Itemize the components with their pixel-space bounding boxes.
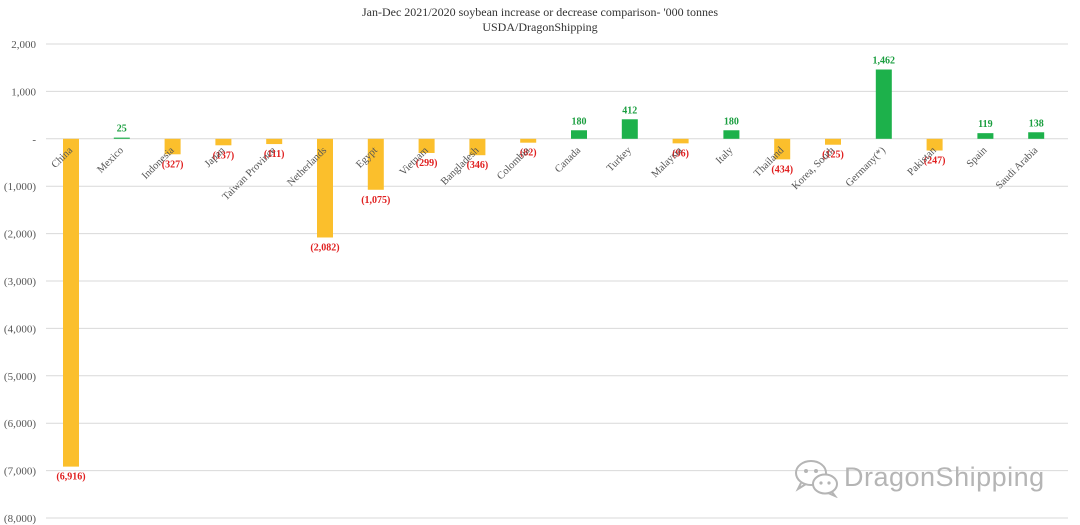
chart-subtitle: USDA/DragonShipping bbox=[482, 20, 598, 34]
data-label: (1,075) bbox=[361, 195, 390, 206]
bar bbox=[164, 138, 181, 155]
bar bbox=[418, 138, 435, 153]
data-label: 25 bbox=[117, 124, 127, 135]
bar bbox=[875, 69, 892, 139]
bar bbox=[63, 138, 79, 467]
category-label: Saudi Arabia bbox=[994, 145, 1041, 192]
data-label: (327) bbox=[162, 159, 184, 170]
bar bbox=[1028, 132, 1045, 139]
y-tick-label: 1,000 bbox=[11, 86, 36, 98]
watermark-text: DragonShipping bbox=[844, 462, 1045, 492]
bar bbox=[520, 138, 537, 143]
category-label: Canada bbox=[553, 145, 583, 175]
bar bbox=[266, 138, 283, 145]
data-label: 180 bbox=[724, 116, 739, 127]
data-label: 180 bbox=[572, 116, 587, 127]
data-label: (82) bbox=[520, 148, 537, 159]
category-label: Spain bbox=[965, 145, 990, 170]
bar bbox=[977, 133, 994, 139]
bar bbox=[621, 119, 638, 139]
bar bbox=[469, 138, 486, 156]
data-label: (111) bbox=[264, 149, 285, 160]
category-label: Germany(*) bbox=[844, 145, 888, 189]
y-tick-label: (8,000) bbox=[4, 513, 36, 525]
category-label: Malaysia bbox=[650, 145, 685, 180]
y-tick-label: (3,000) bbox=[4, 276, 36, 288]
bar bbox=[672, 138, 689, 144]
category-label: Mexico bbox=[95, 145, 125, 175]
category-label: Colombia bbox=[495, 145, 532, 182]
bar bbox=[774, 138, 791, 160]
y-tick-label: (4,000) bbox=[4, 323, 36, 335]
bar bbox=[571, 130, 587, 139]
bar bbox=[367, 138, 384, 190]
bar bbox=[317, 138, 333, 238]
y-tick-label: 2,000 bbox=[11, 39, 36, 51]
data-label: (125) bbox=[822, 150, 844, 161]
y-tick-label: (2,000) bbox=[4, 229, 36, 241]
data-label: (96) bbox=[672, 148, 689, 159]
bar bbox=[113, 137, 130, 139]
data-label: (137) bbox=[213, 150, 235, 161]
y-tick-label: (7,000) bbox=[4, 466, 36, 478]
category-label: Turkey bbox=[605, 145, 634, 174]
bar bbox=[926, 138, 943, 151]
y-tick-label: (5,000) bbox=[4, 371, 36, 383]
data-label: 138 bbox=[1029, 118, 1044, 129]
data-label: 412 bbox=[622, 105, 637, 116]
category-label: Korea, South bbox=[790, 145, 837, 192]
data-label: 1,462 bbox=[873, 56, 896, 67]
y-tick-label: (1,000) bbox=[4, 181, 36, 193]
watermark: DragonShipping bbox=[792, 458, 1052, 498]
chart-title: Jan-Dec 2021/2020 soybean increase or de… bbox=[361, 5, 719, 19]
data-label: (299) bbox=[416, 158, 438, 169]
bar bbox=[215, 138, 232, 146]
data-label: (346) bbox=[467, 160, 489, 171]
wechat-icon bbox=[795, 460, 838, 498]
y-tick-label: (6,000) bbox=[4, 418, 36, 430]
y-tick-label: - bbox=[32, 134, 36, 146]
bar bbox=[825, 138, 841, 145]
data-label: (434) bbox=[771, 164, 793, 175]
category-label: Italy bbox=[714, 145, 736, 167]
data-label: (2,082) bbox=[310, 242, 339, 253]
data-label: (247) bbox=[924, 156, 946, 167]
data-label: 119 bbox=[978, 119, 992, 130]
bar bbox=[723, 130, 740, 139]
data-label: (6,916) bbox=[56, 472, 85, 483]
